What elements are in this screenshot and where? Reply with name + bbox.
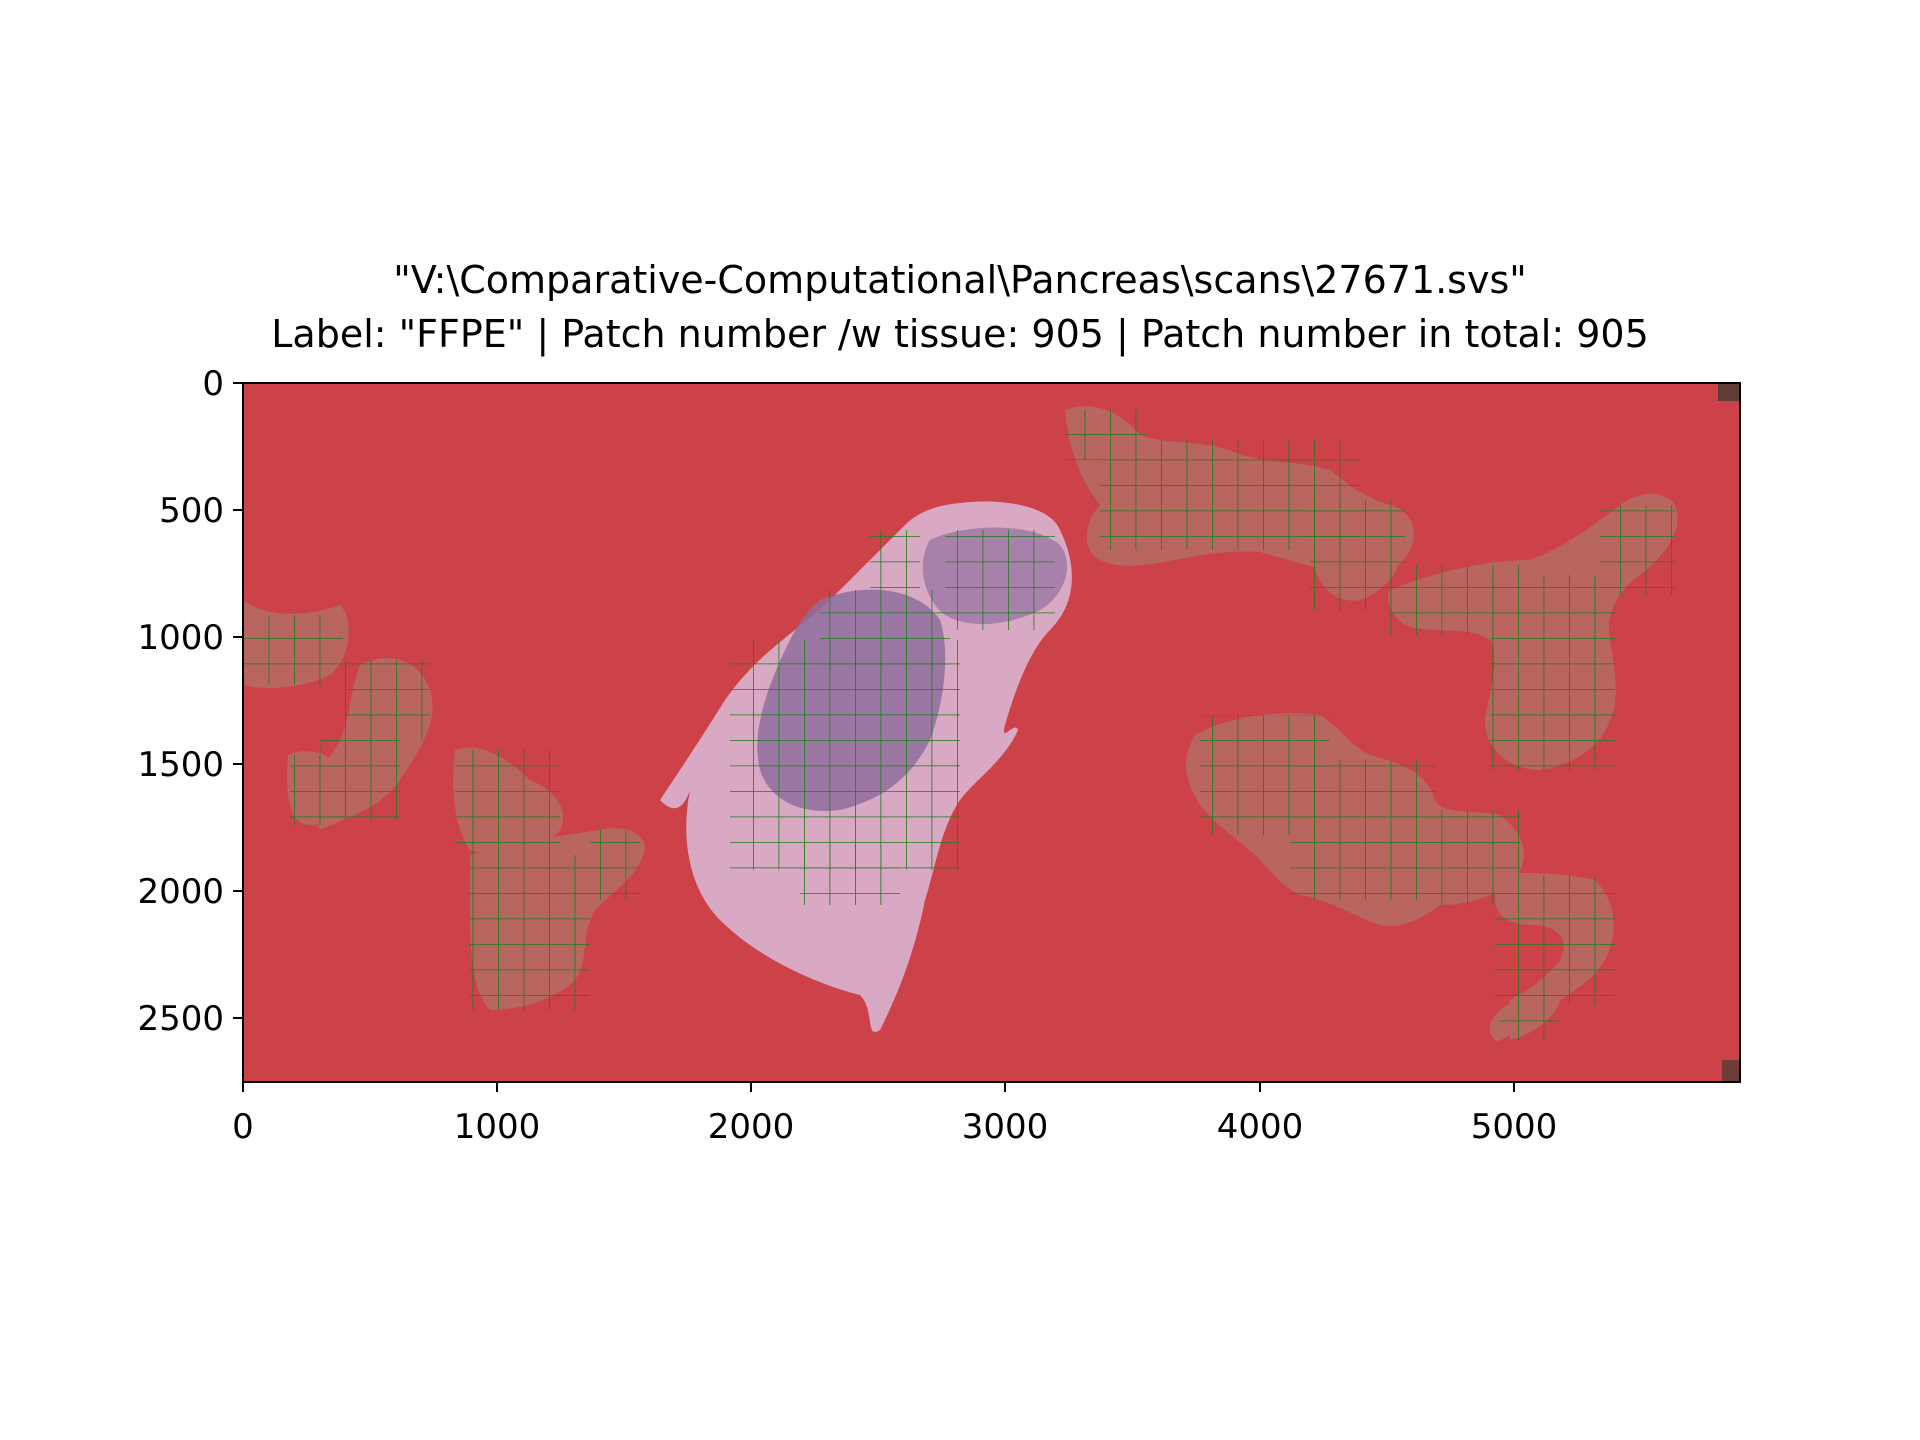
- x-tick-label: 4000: [1217, 1107, 1304, 1147]
- y-tick-label: 1000: [137, 618, 224, 658]
- y-tick-label: 2500: [137, 999, 224, 1039]
- x-axis: [242, 1082, 1515, 1092]
- y-tick-label: 1500: [137, 745, 224, 785]
- slide-image: [243, 383, 1740, 1082]
- x-tick-label: 1000: [454, 1107, 541, 1147]
- figure-title-label-info: Label: "FFPE" | Patch number /w tissue: …: [271, 312, 1649, 356]
- x-tick-label: 3000: [962, 1107, 1049, 1147]
- y-tick-label: 500: [159, 491, 224, 531]
- y-tick-label: 0: [202, 364, 224, 404]
- x-tick-label: 0: [232, 1107, 254, 1147]
- y-tick-label: 2000: [137, 872, 224, 912]
- figure-title-path: "V:\Comparative-Computational\Pancreas\s…: [393, 258, 1527, 302]
- corner-artifact-bottom-right: [1722, 1060, 1740, 1082]
- x-tick-label: 5000: [1471, 1107, 1558, 1147]
- x-tick-label: 2000: [708, 1107, 795, 1147]
- plot-frame: [242, 382, 1741, 1083]
- corner-artifact-top-right: [1718, 383, 1740, 401]
- patch-grid-overlay: [243, 410, 1675, 1040]
- y-axis: [233, 382, 243, 1019]
